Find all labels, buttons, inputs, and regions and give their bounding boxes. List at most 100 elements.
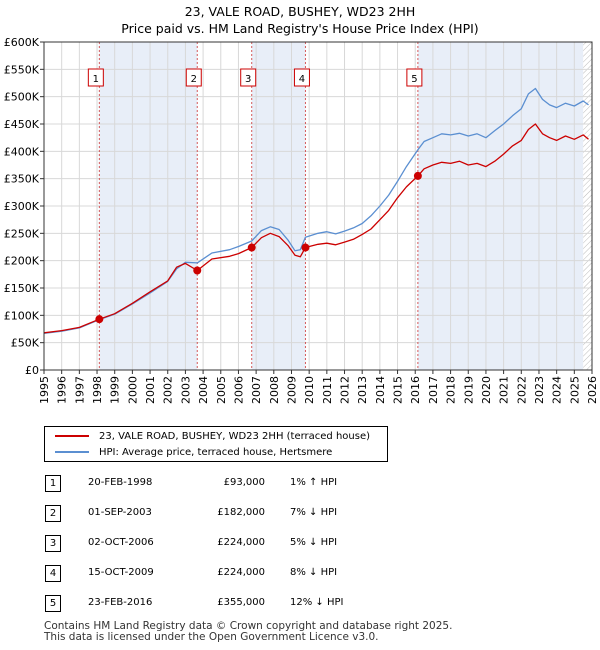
x-tick-label: 2006 (232, 376, 245, 404)
footer-line-2: This data is licensed under the Open Gov… (44, 631, 379, 643)
sale-number-label: 4 (299, 74, 305, 85)
x-tick-label: 2015 (392, 376, 405, 404)
x-tick-label: 2013 (356, 376, 369, 404)
y-tick-label: £50K (11, 337, 40, 350)
table-row: 1 20-FEB-1998 £93,000 1% ↑ HPI (0, 474, 600, 494)
y-tick-label: £200K (4, 255, 40, 268)
x-tick-label: 1996 (56, 376, 69, 404)
x-tick-label: 2026 (586, 376, 599, 404)
x-tick-label: 2007 (250, 376, 263, 404)
x-tick-label: 1999 (109, 376, 122, 404)
sale-price: £224,000 (217, 537, 265, 548)
y-tick-label: £300K (4, 200, 40, 213)
sale-hpi-diff: 5% ↓ HPI (290, 537, 338, 548)
table-row: 4 15-OCT-2009 £224,000 8% ↓ HPI (0, 564, 600, 584)
sale-price: £93,000 (223, 477, 265, 488)
x-tick-label: 2011 (321, 376, 334, 404)
y-tick-label: £550K (4, 63, 40, 76)
x-tick-label: 2000 (126, 376, 139, 404)
footer-line-1: Contains HM Land Registry data © Crown c… (44, 620, 453, 632)
sale-number: 5 (45, 595, 61, 612)
y-tick-label: £500K (4, 91, 40, 104)
y-tick-label: £150K (4, 282, 40, 295)
sale-date: 20-FEB-1998 (88, 477, 153, 488)
sale-hpi-diff: 8% ↓ HPI (290, 567, 338, 578)
x-tick-label: 2018 (445, 376, 458, 404)
x-tick-label: 1998 (91, 376, 104, 404)
sale-number: 2 (45, 505, 61, 522)
y-tick-label: £400K (4, 145, 40, 158)
sale-number-label: 1 (93, 74, 99, 85)
chart-title: 23, VALE ROAD, BUSHEY, WD23 2HH Price pa… (0, 3, 600, 37)
sale-point (247, 243, 256, 252)
price-chart: 1 2 3 4 5 £0 £50K £100K £150K £200K £250K £300K £35… (4, 36, 599, 404)
sale-price: £224,000 (217, 567, 265, 578)
x-tick-label: 2005 (215, 376, 228, 404)
sale-date: 02-OCT-2006 (88, 537, 154, 548)
table-row: 2 01-SEP-2003 £182,000 7% ↓ HPI (0, 504, 600, 524)
sale-point (95, 315, 104, 324)
sale-number: 4 (45, 565, 61, 582)
legend-item-property: 23, VALE ROAD, BUSHEY, WD23 2HH (terrace… (45, 428, 370, 444)
x-tick-label: 2004 (197, 376, 210, 404)
x-tick-label: 2024 (551, 376, 564, 404)
y-tick-label: £600K (4, 36, 40, 49)
sale-hpi-diff: 12% ↓ HPI (290, 597, 344, 608)
sale-price: £355,000 (217, 597, 265, 608)
x-tick-label: 2021 (498, 376, 511, 404)
y-tick-label: £0 (25, 364, 39, 377)
x-tick-label: 2019 (462, 376, 475, 404)
title-line-1: 23, VALE ROAD, BUSHEY, WD23 2HH (184, 4, 416, 19)
sale-number: 3 (45, 535, 61, 552)
table-row: 3 02-OCT-2006 £224,000 5% ↓ HPI (0, 534, 600, 554)
x-tick-label: 1995 (38, 376, 51, 404)
sale-point (193, 266, 202, 275)
sale-number-box (87, 68, 104, 87)
legend-label-property: 23, VALE ROAD, BUSHEY, WD23 2HH (terrace… (99, 430, 371, 442)
y-tick-label: £100K (4, 309, 40, 322)
chart-legend: 23, VALE ROAD, BUSHEY, WD23 2HH (terrace… (44, 426, 388, 462)
x-tick-label: 2010 (303, 376, 316, 404)
x-tick-label: 2016 (409, 376, 422, 404)
sale-hpi-diff: 1% ↑ HPI (290, 477, 338, 488)
sale-date: 01-SEP-2003 (88, 507, 152, 518)
sale-number-label: 2 (191, 74, 197, 85)
sale-number-box (293, 68, 310, 87)
x-tick-label: 2008 (268, 376, 281, 404)
table-row: 5 23-FEB-2016 £355,000 12% ↓ HPI (0, 594, 600, 614)
sale-price: £182,000 (217, 507, 265, 518)
legend-swatch-hpi (55, 451, 89, 453)
x-tick-label: 2023 (533, 376, 546, 404)
sale-date: 15-OCT-2009 (88, 567, 154, 578)
sale-number-box (240, 68, 257, 87)
x-tick-label: 2002 (162, 376, 175, 404)
property-price-line (43, 123, 589, 334)
x-tick-label: 2017 (427, 376, 440, 404)
legend-item-hpi: HPI: Average price, terraced house, Hert… (45, 444, 332, 460)
sale-number-label: 5 (411, 74, 417, 85)
sale-number-label: 3 (245, 74, 251, 85)
footer-attribution: Contains HM Land Registry data © Crown c… (44, 621, 452, 643)
sale-number: 1 (45, 475, 61, 492)
sale-date: 23-FEB-2016 (88, 597, 153, 608)
y-tick-label: £250K (4, 227, 40, 240)
x-tick-label: 2014 (374, 376, 387, 404)
x-tick-label: 2025 (568, 376, 581, 404)
sale-number-box (406, 68, 423, 87)
sale-number-box (185, 68, 202, 87)
x-tick-label: 1997 (73, 376, 86, 404)
x-tick-label: 2009 (285, 376, 298, 404)
x-tick-label: 2012 (339, 376, 352, 404)
legend-swatch-property (55, 435, 89, 437)
x-tick-label: 2001 (144, 376, 157, 404)
sale-point (301, 243, 310, 252)
hpi-line (43, 87, 589, 335)
sale-hpi-diff: 7% ↓ HPI (290, 507, 338, 518)
y-tick-label: £450K (4, 118, 40, 131)
x-tick-label: 2022 (515, 376, 528, 404)
x-tick-label: 2020 (480, 376, 493, 404)
sale-point (413, 171, 422, 180)
title-line-2: Price paid vs. HM Land Registry's House … (121, 21, 479, 36)
y-tick-label: £350K (4, 173, 40, 186)
legend-label-hpi: HPI: Average price, terraced house, Hert… (99, 446, 333, 458)
